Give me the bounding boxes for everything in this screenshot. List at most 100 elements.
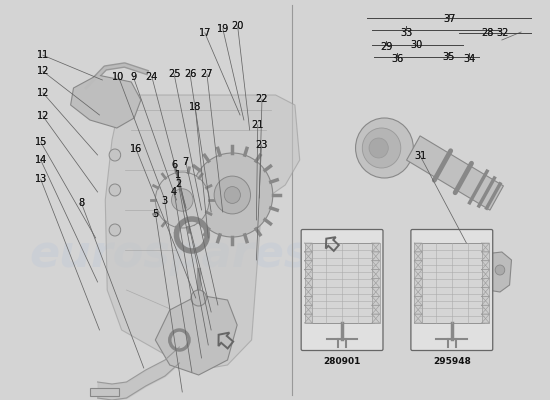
Circle shape [355, 118, 413, 178]
Text: 12: 12 [37, 111, 49, 121]
Text: 27: 27 [201, 69, 213, 79]
Text: 31: 31 [414, 151, 426, 161]
Text: 20: 20 [232, 21, 244, 31]
Text: 9: 9 [130, 72, 136, 82]
Text: 13: 13 [35, 174, 47, 184]
Text: 11: 11 [37, 50, 49, 60]
Text: 7: 7 [183, 157, 189, 167]
Text: 10: 10 [112, 72, 125, 82]
Text: 37: 37 [443, 14, 455, 24]
Text: 31: 31 [414, 151, 426, 161]
Text: 10: 10 [112, 72, 125, 82]
Text: 36: 36 [392, 54, 404, 64]
Text: 29: 29 [381, 42, 393, 52]
Text: 36: 36 [392, 54, 404, 64]
Text: 6: 6 [171, 160, 177, 170]
Text: 14: 14 [35, 155, 47, 165]
Text: 19: 19 [217, 24, 229, 34]
Circle shape [224, 186, 240, 203]
Text: 33: 33 [400, 28, 412, 38]
Bar [420, 243, 483, 323]
Text: 29: 29 [381, 42, 393, 52]
Text: 21: 21 [251, 120, 264, 130]
Text: 8: 8 [79, 198, 85, 208]
Text: 24: 24 [146, 72, 158, 82]
Text: 5: 5 [152, 209, 159, 219]
FancyBboxPatch shape [411, 230, 493, 350]
Text: 25: 25 [168, 69, 180, 79]
Text: 2: 2 [175, 179, 182, 189]
Bar [305, 243, 312, 323]
Text: 15: 15 [35, 137, 47, 147]
Text: 4: 4 [171, 187, 177, 197]
Circle shape [369, 138, 388, 158]
Text: 35: 35 [442, 52, 454, 62]
Circle shape [214, 176, 251, 214]
Text: 1: 1 [175, 170, 182, 180]
Text: 30: 30 [410, 40, 423, 50]
Text: 20: 20 [232, 21, 244, 31]
Circle shape [478, 263, 487, 273]
FancyBboxPatch shape [301, 230, 383, 350]
Text: 295948: 295948 [433, 357, 471, 366]
Text: 32: 32 [496, 28, 509, 38]
Polygon shape [105, 95, 300, 370]
Text: 12: 12 [37, 88, 49, 98]
Text: 12: 12 [37, 111, 49, 121]
Text: 12: 12 [37, 88, 49, 98]
Text: 32: 32 [496, 28, 509, 38]
Circle shape [109, 149, 120, 161]
Text: 2: 2 [175, 179, 182, 189]
Circle shape [191, 290, 206, 306]
Text: 24: 24 [146, 72, 158, 82]
Text: 6: 6 [171, 160, 177, 170]
Text: 26: 26 [184, 69, 196, 79]
Polygon shape [468, 252, 512, 292]
Text: 9: 9 [130, 72, 136, 82]
Text: 18: 18 [189, 102, 201, 112]
Text: 22: 22 [256, 94, 268, 104]
Text: 25: 25 [168, 69, 180, 79]
Text: 22: 22 [256, 94, 268, 104]
Text: 27: 27 [201, 69, 213, 79]
Text: 28: 28 [481, 28, 494, 38]
Circle shape [109, 184, 120, 196]
Text: 3: 3 [162, 196, 168, 206]
Bar [372, 243, 379, 323]
Text: 16: 16 [130, 144, 142, 154]
Text: 8: 8 [79, 198, 85, 208]
Text: 34: 34 [464, 54, 476, 64]
Circle shape [155, 172, 209, 228]
Text: 19: 19 [217, 24, 229, 34]
Text: 23: 23 [255, 140, 268, 150]
Text: 21: 21 [251, 120, 264, 130]
Text: 35: 35 [442, 52, 454, 62]
Text: 12: 12 [37, 66, 49, 76]
Text: 37: 37 [443, 14, 455, 24]
Circle shape [172, 189, 193, 211]
Circle shape [109, 224, 120, 236]
Circle shape [362, 128, 401, 168]
Bar [482, 243, 490, 323]
Bar [310, 243, 374, 323]
Polygon shape [155, 295, 237, 375]
Bar [414, 243, 422, 323]
Text: 3: 3 [162, 196, 168, 206]
Text: 18: 18 [189, 102, 201, 112]
Text: 16: 16 [130, 144, 142, 154]
Text: 14: 14 [35, 155, 47, 165]
Text: 28: 28 [481, 28, 494, 38]
Text: 280901: 280901 [323, 357, 361, 366]
Circle shape [192, 153, 273, 237]
Polygon shape [70, 75, 141, 128]
Text: 23: 23 [255, 140, 268, 150]
Text: 30: 30 [410, 40, 423, 50]
Text: 34: 34 [464, 54, 476, 64]
Text: 11: 11 [37, 50, 49, 60]
Text: 33: 33 [400, 28, 412, 38]
Text: eurospares: eurospares [29, 234, 310, 276]
Polygon shape [406, 136, 503, 210]
Bar [90, 388, 119, 396]
Text: 13: 13 [35, 174, 47, 184]
Text: 12: 12 [37, 66, 49, 76]
